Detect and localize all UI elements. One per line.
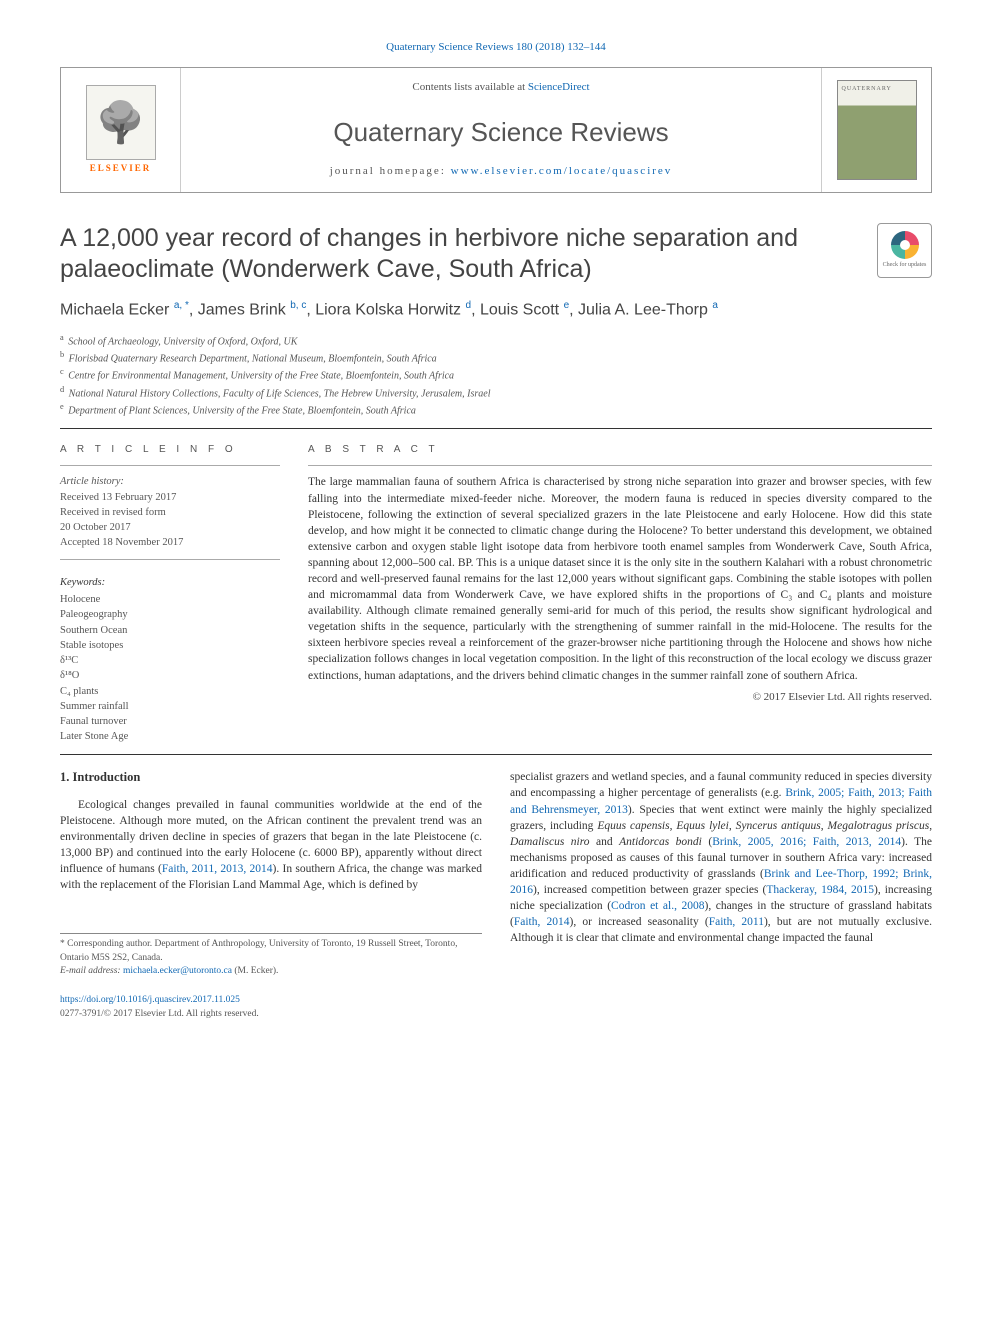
sciencedirect-link[interactable]: ScienceDirect <box>528 81 590 93</box>
crossmark-icon <box>891 231 919 259</box>
history-revised-1: Received in revised form <box>60 505 280 520</box>
keyword: δ¹⁸O <box>60 668 280 683</box>
history-received: Received 13 February 2017 <box>60 490 280 505</box>
keywords-rule <box>60 559 280 560</box>
issn-copyright-line: 0277-3791/© 2017 Elsevier Ltd. All right… <box>60 1008 932 1021</box>
homepage-link[interactable]: www.elsevier.com/locate/quascirev <box>451 165 673 177</box>
keyword: δ¹³C <box>60 653 280 668</box>
abstract-rule <box>308 465 932 466</box>
info-abstract-row: A R T I C L E I N F O Article history: R… <box>60 443 932 744</box>
keyword: Southern Ocean <box>60 623 280 638</box>
keyword: Summer rainfall <box>60 699 280 714</box>
rule-after-abstract <box>60 754 932 755</box>
publisher-logo-cell: ELSEVIER <box>61 68 181 191</box>
email-line: E-mail address: michaela.ecker@utoronto.… <box>60 965 482 978</box>
info-rule <box>60 465 280 466</box>
abstract-label: A B S T R A C T <box>308 443 932 457</box>
body-columns: 1. Introduction Ecological changes preva… <box>60 769 932 978</box>
journal-header: ELSEVIER Contents lists available at Sci… <box>60 67 932 192</box>
introduction-heading: 1. Introduction <box>60 769 482 787</box>
article-info-column: A R T I C L E I N F O Article history: R… <box>60 443 280 744</box>
homepage-line: journal homepage: www.elsevier.com/locat… <box>189 164 813 179</box>
corresponding-author-note: * Corresponding author. Department of An… <box>60 938 482 965</box>
check-updates-label: Check for updates <box>883 261 927 269</box>
email-label: E-mail address: <box>60 966 123 976</box>
journal-title: Quaternary Science Reviews <box>189 114 813 150</box>
article-info-label: A R T I C L E I N F O <box>60 443 280 457</box>
keyword: Stable isotopes <box>60 638 280 653</box>
affiliation-line: e Department of Plant Sciences, Universi… <box>60 401 932 418</box>
keyword: C₄ plants <box>60 684 280 699</box>
abstract-text: The large mammalian fauna of southern Af… <box>308 474 932 683</box>
elsevier-tree-icon <box>86 85 156 160</box>
history-label: Article history: <box>60 474 280 489</box>
intro-left-paragraph: Ecological changes prevailed in faunal c… <box>60 797 482 894</box>
affiliations: a School of Archaeology, University of O… <box>60 332 932 419</box>
abstract-copyright: © 2017 Elsevier Ltd. All rights reserved… <box>308 690 932 705</box>
cover-thumb-cell <box>821 68 931 191</box>
history-revised-2: 20 October 2017 <box>60 520 280 535</box>
affiliation-line: b Florisbad Quaternary Research Departme… <box>60 349 932 366</box>
email-suffix: (M. Ecker). <box>232 966 278 976</box>
contents-prefix: Contents lists available at <box>412 81 527 93</box>
affiliation-line: c Centre for Environmental Management, U… <box>60 366 932 383</box>
journal-cover-thumbnail[interactable] <box>837 80 917 180</box>
citation-line: Quaternary Science Reviews 180 (2018) 13… <box>60 40 932 55</box>
article-title: A 12,000 year record of changes in herbi… <box>60 223 857 286</box>
body-left-column: 1. Introduction Ecological changes preva… <box>60 769 482 978</box>
abstract-column: A B S T R A C T The large mammalian faun… <box>308 443 932 744</box>
page-footer: https://doi.org/10.1016/j.quascirev.2017… <box>60 994 932 1021</box>
rule-top <box>60 428 932 429</box>
history-accepted: Accepted 18 November 2017 <box>60 535 280 550</box>
keyword: Holocene <box>60 592 280 607</box>
elsevier-logo[interactable]: ELSEVIER <box>76 80 166 180</box>
check-updates-badge[interactable]: Check for updates <box>877 223 932 278</box>
keywords-label: Keywords: <box>60 576 280 591</box>
homepage-prefix: journal homepage: <box>330 165 451 177</box>
intro-right-paragraph: specialist grazers and wetland species, … <box>510 769 932 946</box>
keyword: Paleogeography <box>60 607 280 622</box>
authors-line: Michaela Ecker a, *, James Brink b, c, L… <box>60 299 932 322</box>
publisher-name: ELSEVIER <box>90 162 152 175</box>
body-right-column: specialist grazers and wetland species, … <box>510 769 932 978</box>
header-center: Contents lists available at ScienceDirec… <box>181 68 821 191</box>
footnotes: * Corresponding author. Department of An… <box>60 933 482 978</box>
affiliation-line: a School of Archaeology, University of O… <box>60 332 932 349</box>
contents-line: Contents lists available at ScienceDirec… <box>189 80 813 95</box>
affiliation-line: d National Natural History Collections, … <box>60 384 932 401</box>
keyword: Faunal turnover <box>60 714 280 729</box>
doi-link[interactable]: https://doi.org/10.1016/j.quascirev.2017… <box>60 995 240 1005</box>
corresponding-email[interactable]: michaela.ecker@utoronto.ca <box>123 966 232 976</box>
keyword: Later Stone Age <box>60 729 280 744</box>
keywords-list: HolocenePaleogeographySouthern OceanStab… <box>60 592 280 744</box>
article-history: Article history: Received 13 February 20… <box>60 474 280 550</box>
